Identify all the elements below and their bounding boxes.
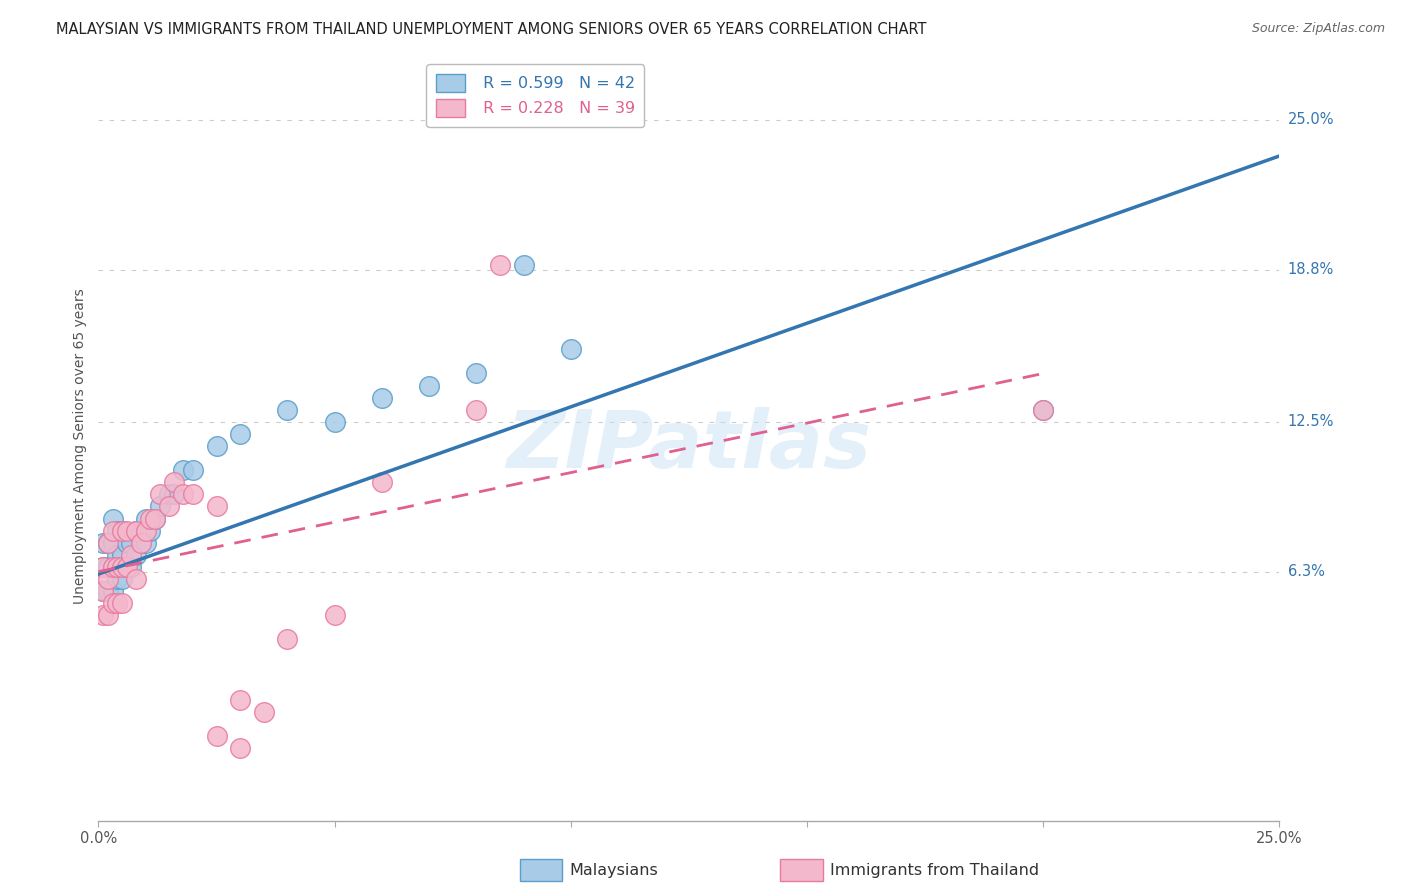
Point bbox=[229, 693, 252, 707]
Point bbox=[115, 559, 138, 574]
Point bbox=[111, 596, 134, 610]
Point bbox=[139, 511, 162, 525]
Point bbox=[105, 559, 128, 574]
Text: ZIPatlas: ZIPatlas bbox=[506, 407, 872, 485]
Point bbox=[1032, 402, 1054, 417]
Point bbox=[91, 608, 114, 623]
Point bbox=[111, 524, 134, 538]
Text: Source: ZipAtlas.com: Source: ZipAtlas.com bbox=[1251, 22, 1385, 36]
Point bbox=[465, 367, 488, 381]
Point bbox=[157, 487, 180, 501]
Point bbox=[172, 463, 194, 477]
Point bbox=[489, 258, 512, 272]
Point bbox=[163, 487, 186, 501]
Point bbox=[135, 524, 157, 538]
Text: 25.0%: 25.0% bbox=[1288, 112, 1334, 128]
Point bbox=[105, 572, 128, 586]
Point bbox=[276, 402, 298, 417]
Text: 12.5%: 12.5% bbox=[1288, 414, 1334, 429]
Point bbox=[157, 500, 180, 514]
Text: Malaysians: Malaysians bbox=[569, 863, 658, 878]
Point bbox=[111, 559, 134, 574]
Point bbox=[105, 524, 128, 538]
Point bbox=[115, 524, 138, 538]
Point bbox=[101, 559, 124, 574]
Point bbox=[101, 584, 124, 599]
Point bbox=[91, 559, 114, 574]
Point bbox=[121, 559, 143, 574]
Y-axis label: Unemployment Among Seniors over 65 years: Unemployment Among Seniors over 65 years bbox=[73, 288, 87, 604]
Text: 18.8%: 18.8% bbox=[1288, 262, 1334, 277]
Point bbox=[101, 535, 124, 549]
Point bbox=[181, 463, 204, 477]
Point bbox=[101, 524, 124, 538]
Point bbox=[371, 391, 394, 405]
Point bbox=[143, 511, 166, 525]
Point bbox=[105, 596, 128, 610]
Point bbox=[91, 584, 114, 599]
Point bbox=[512, 258, 534, 272]
Point bbox=[418, 378, 440, 392]
Point bbox=[121, 535, 143, 549]
Point bbox=[125, 572, 148, 586]
Point bbox=[97, 559, 120, 574]
Point bbox=[465, 402, 488, 417]
Point bbox=[97, 584, 120, 599]
Point bbox=[97, 608, 120, 623]
Point bbox=[115, 559, 138, 574]
Point bbox=[149, 487, 172, 501]
Point bbox=[149, 500, 172, 514]
Point bbox=[125, 524, 148, 538]
Point bbox=[97, 535, 120, 549]
Point bbox=[172, 487, 194, 501]
Point bbox=[1032, 402, 1054, 417]
Point bbox=[323, 415, 346, 429]
Point bbox=[91, 559, 114, 574]
Point bbox=[560, 343, 582, 357]
Point bbox=[125, 524, 148, 538]
Point bbox=[97, 535, 120, 549]
Text: MALAYSIAN VS IMMIGRANTS FROM THAILAND UNEMPLOYMENT AMONG SENIORS OVER 65 YEARS C: MALAYSIAN VS IMMIGRANTS FROM THAILAND UN… bbox=[56, 22, 927, 37]
Point bbox=[371, 475, 394, 490]
Point bbox=[323, 608, 346, 623]
Point bbox=[229, 426, 252, 441]
Point bbox=[105, 548, 128, 562]
Point bbox=[135, 511, 157, 525]
Text: 6.3%: 6.3% bbox=[1288, 564, 1324, 579]
Point bbox=[253, 705, 276, 719]
Point bbox=[125, 548, 148, 562]
Legend:  R = 0.599   N = 42,  R = 0.228   N = 39: R = 0.599 N = 42, R = 0.228 N = 39 bbox=[426, 64, 644, 127]
Point bbox=[111, 572, 134, 586]
Point bbox=[135, 535, 157, 549]
Point bbox=[115, 535, 138, 549]
Point bbox=[205, 729, 228, 743]
Point bbox=[129, 535, 152, 549]
Point bbox=[205, 500, 228, 514]
Point bbox=[129, 535, 152, 549]
Point bbox=[101, 596, 124, 610]
Point bbox=[101, 511, 124, 525]
Point bbox=[181, 487, 204, 501]
Point bbox=[143, 511, 166, 525]
Point bbox=[91, 535, 114, 549]
Text: Immigrants from Thailand: Immigrants from Thailand bbox=[830, 863, 1039, 878]
Point bbox=[121, 548, 143, 562]
Point bbox=[205, 439, 228, 453]
Point bbox=[163, 475, 186, 490]
Point bbox=[276, 632, 298, 647]
Point bbox=[91, 584, 114, 599]
Point bbox=[101, 559, 124, 574]
Point bbox=[111, 548, 134, 562]
Point bbox=[97, 572, 120, 586]
Point bbox=[229, 741, 252, 756]
Point bbox=[139, 524, 162, 538]
Point bbox=[111, 524, 134, 538]
